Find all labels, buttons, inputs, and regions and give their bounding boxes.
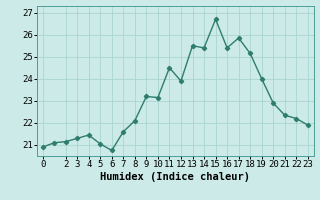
X-axis label: Humidex (Indice chaleur): Humidex (Indice chaleur)	[100, 172, 250, 182]
